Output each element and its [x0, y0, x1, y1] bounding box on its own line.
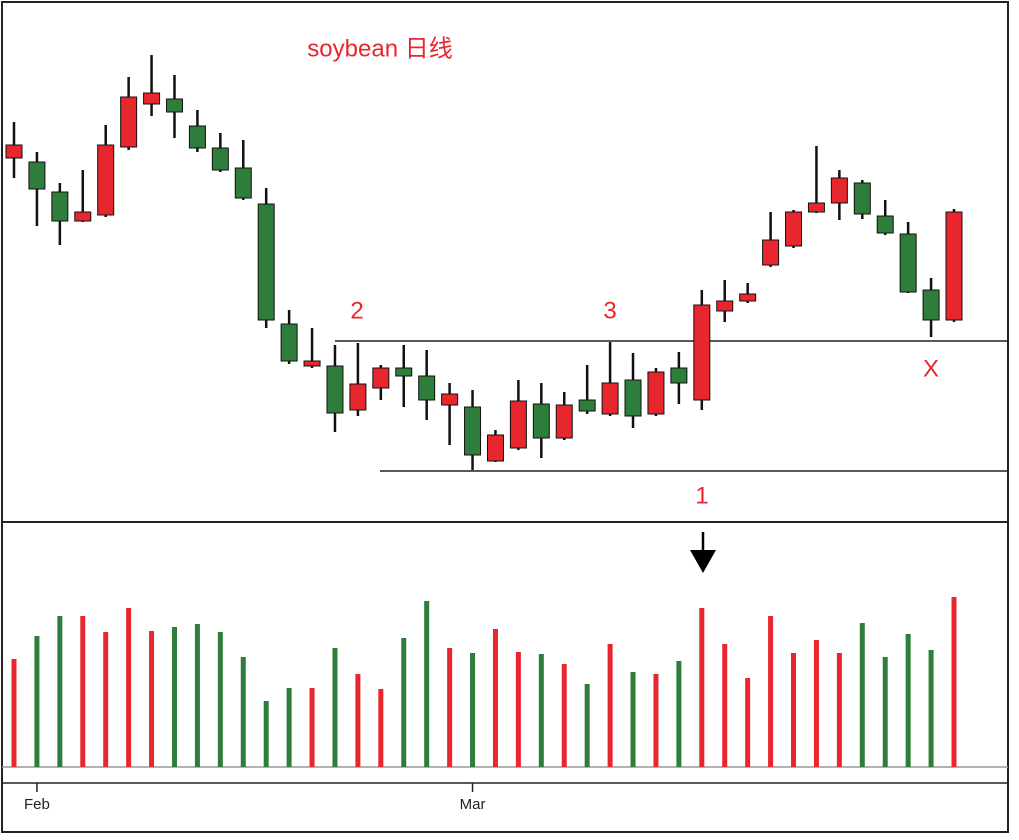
- x-tick-label: Mar: [460, 796, 486, 813]
- candle-body: [716, 300, 734, 312]
- volume-bar: [768, 616, 774, 767]
- candle-body: [945, 211, 963, 321]
- volume-bar: [194, 624, 200, 767]
- volume-bar: [355, 674, 361, 767]
- candle-body: [670, 367, 688, 384]
- volume-bar: [492, 629, 498, 767]
- candle-body: [165, 98, 183, 113]
- candle-body: [762, 239, 780, 266]
- annotation: 1: [695, 482, 708, 509]
- volume-bar: [126, 608, 132, 767]
- candle-body: [303, 360, 321, 367]
- candle-body: [372, 367, 390, 389]
- volume-bar: [813, 640, 819, 767]
- volume-bar: [57, 616, 63, 767]
- candle-body: [876, 215, 894, 234]
- candle-body: [830, 177, 848, 204]
- volume-bar: [34, 636, 40, 767]
- volume-bar: [584, 684, 590, 767]
- volume-bar: [882, 657, 888, 767]
- volume-bar: [332, 648, 338, 767]
- volume-bar: [286, 688, 292, 767]
- volume-bar: [653, 674, 659, 767]
- candle-body: [624, 379, 642, 417]
- candle-body: [693, 304, 711, 401]
- candle-body: [349, 383, 367, 411]
- volume-bar: [538, 654, 544, 767]
- chart-title: soybean 日线: [307, 35, 452, 62]
- volume-bar: [676, 661, 682, 767]
- candle-body: [280, 323, 298, 362]
- candle-body: [899, 233, 917, 293]
- volume-bar: [836, 653, 842, 767]
- volume-bar: [447, 648, 453, 767]
- volume-bar: [401, 638, 407, 767]
- volume-bar: [515, 652, 521, 767]
- candle-body: [5, 144, 23, 159]
- volume-bar: [607, 644, 613, 767]
- candle-body: [28, 161, 46, 190]
- candle-body: [211, 147, 229, 171]
- volume-bar: [80, 616, 86, 767]
- candle-body: [74, 211, 92, 222]
- candle-body: [532, 403, 550, 439]
- candle-body: [922, 289, 940, 321]
- volume-bar: [263, 701, 269, 767]
- annotation: X: [923, 355, 939, 382]
- volume-bar: [11, 659, 17, 767]
- candle-body: [578, 399, 596, 412]
- candle-body: [807, 202, 825, 213]
- volume-bar: [905, 634, 911, 767]
- candle-body: [739, 293, 757, 302]
- volume-bar: [859, 623, 865, 767]
- x-tick-label: Feb: [24, 796, 50, 813]
- volume-bar: [722, 644, 728, 767]
- volume-bar: [103, 632, 109, 767]
- candle-body: [234, 167, 252, 199]
- candle-body: [97, 144, 115, 216]
- candle-body: [464, 406, 482, 456]
- volume-bar: [699, 608, 705, 767]
- volume-bar: [171, 627, 177, 767]
- volume-bar: [630, 672, 636, 767]
- volume-bar: [240, 657, 246, 767]
- annotation: 3: [603, 297, 616, 324]
- candle-body: [785, 211, 803, 247]
- volume-bar: [149, 631, 155, 767]
- volume-bar: [470, 653, 476, 767]
- candle-body: [257, 203, 275, 321]
- volume-bar: [217, 632, 223, 767]
- candle-body: [395, 367, 413, 377]
- candle-body: [647, 371, 665, 415]
- arrow-head: [690, 550, 716, 573]
- candle-body: [326, 365, 344, 414]
- candle-body: [555, 404, 573, 439]
- candle-body: [143, 92, 161, 105]
- candle-body: [601, 382, 619, 415]
- volume-bar: [424, 601, 430, 767]
- candle-body: [853, 182, 871, 215]
- candle-body: [120, 96, 138, 148]
- volume-bar: [378, 689, 384, 767]
- volume-bar: [951, 597, 957, 767]
- volume-bar: [309, 688, 315, 767]
- annotation: 2: [350, 297, 363, 324]
- candle-body: [51, 191, 69, 222]
- volume-bar: [928, 650, 934, 767]
- candle-body: [188, 125, 206, 149]
- volume-bar: [745, 678, 751, 767]
- candle-body: [418, 375, 436, 401]
- candle-body: [441, 393, 459, 406]
- volume-bar: [561, 664, 567, 767]
- candle-body: [486, 434, 504, 462]
- candle-body: [509, 400, 527, 449]
- volume-bar: [791, 653, 797, 767]
